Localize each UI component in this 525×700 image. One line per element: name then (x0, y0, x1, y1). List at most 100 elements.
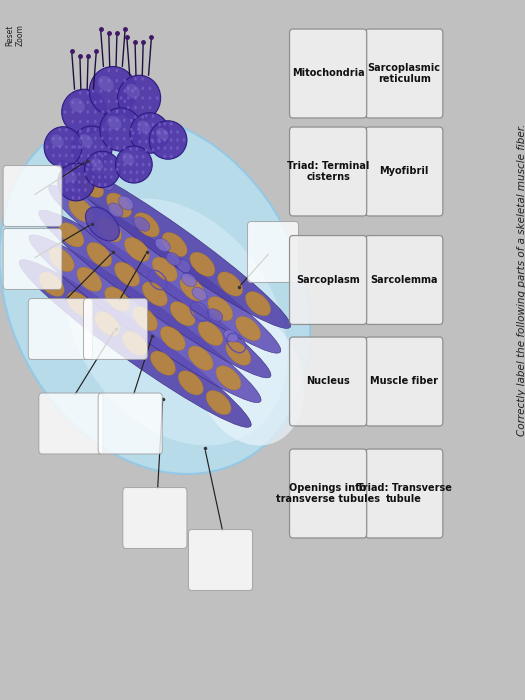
Circle shape (98, 160, 101, 164)
Circle shape (135, 147, 138, 150)
Circle shape (151, 139, 153, 141)
Circle shape (66, 172, 68, 176)
Circle shape (108, 146, 110, 149)
Circle shape (78, 146, 80, 149)
Circle shape (123, 118, 125, 122)
Circle shape (94, 127, 97, 131)
Circle shape (141, 87, 144, 90)
Text: Reset: Reset (5, 25, 14, 46)
FancyBboxPatch shape (28, 298, 92, 360)
Circle shape (74, 146, 76, 149)
Circle shape (131, 89, 134, 92)
Ellipse shape (97, 174, 113, 190)
Circle shape (170, 155, 173, 158)
FancyBboxPatch shape (290, 235, 366, 325)
Text: Myofibril: Myofibril (380, 167, 429, 176)
Ellipse shape (124, 237, 150, 262)
Ellipse shape (119, 196, 133, 210)
Circle shape (100, 99, 102, 103)
Ellipse shape (188, 346, 213, 370)
Circle shape (134, 116, 137, 119)
Ellipse shape (123, 331, 148, 356)
Circle shape (86, 167, 89, 172)
Circle shape (104, 160, 107, 164)
Circle shape (100, 89, 102, 92)
Circle shape (65, 162, 68, 166)
Circle shape (104, 153, 107, 156)
Circle shape (116, 99, 118, 103)
Circle shape (78, 196, 80, 200)
Circle shape (94, 154, 97, 158)
Circle shape (94, 120, 97, 123)
Circle shape (59, 180, 62, 183)
Ellipse shape (100, 108, 142, 151)
Circle shape (110, 175, 113, 178)
Text: Triad: Transverse
tubule: Triad: Transverse tubule (357, 483, 452, 504)
Circle shape (94, 110, 97, 113)
Circle shape (104, 175, 107, 178)
Ellipse shape (152, 257, 177, 281)
Circle shape (127, 87, 130, 90)
Circle shape (90, 180, 93, 183)
Ellipse shape (89, 66, 136, 116)
Ellipse shape (216, 365, 241, 390)
Circle shape (163, 130, 166, 134)
Circle shape (123, 89, 126, 92)
Circle shape (84, 188, 87, 192)
FancyBboxPatch shape (3, 166, 62, 227)
Ellipse shape (104, 287, 130, 312)
Circle shape (87, 136, 90, 140)
Circle shape (176, 130, 179, 134)
Circle shape (92, 167, 94, 172)
Circle shape (104, 167, 107, 172)
Ellipse shape (107, 193, 131, 217)
Circle shape (132, 132, 134, 134)
Circle shape (71, 146, 74, 149)
Circle shape (71, 110, 74, 113)
Ellipse shape (170, 302, 195, 326)
Circle shape (116, 146, 119, 150)
Circle shape (64, 110, 67, 113)
Circle shape (139, 132, 141, 134)
Circle shape (110, 167, 113, 172)
Circle shape (170, 122, 173, 125)
Circle shape (116, 127, 119, 132)
Circle shape (98, 183, 101, 186)
Circle shape (79, 101, 81, 104)
Circle shape (108, 99, 110, 103)
Circle shape (58, 154, 61, 158)
Circle shape (149, 106, 151, 109)
Circle shape (152, 132, 154, 134)
Circle shape (163, 146, 166, 150)
Circle shape (101, 146, 103, 149)
Circle shape (158, 132, 161, 134)
Ellipse shape (97, 218, 122, 242)
Circle shape (94, 163, 97, 167)
Circle shape (102, 127, 104, 132)
Circle shape (123, 137, 125, 141)
Text: Nucleus: Nucleus (306, 377, 350, 386)
Circle shape (71, 120, 74, 123)
Circle shape (108, 89, 110, 92)
Ellipse shape (39, 210, 271, 378)
Circle shape (134, 77, 137, 80)
Circle shape (52, 136, 55, 140)
Ellipse shape (137, 120, 150, 134)
Ellipse shape (65, 199, 287, 445)
Circle shape (130, 127, 133, 132)
Circle shape (92, 175, 94, 178)
Circle shape (157, 139, 160, 141)
Ellipse shape (156, 128, 169, 141)
Circle shape (58, 128, 61, 132)
Circle shape (101, 136, 103, 140)
Circle shape (163, 155, 166, 158)
Circle shape (176, 139, 179, 141)
Circle shape (108, 69, 110, 72)
Circle shape (84, 172, 87, 176)
Circle shape (116, 110, 118, 113)
Circle shape (130, 118, 133, 122)
Ellipse shape (198, 321, 223, 346)
Ellipse shape (69, 198, 94, 223)
FancyBboxPatch shape (365, 127, 443, 216)
Ellipse shape (166, 253, 180, 265)
